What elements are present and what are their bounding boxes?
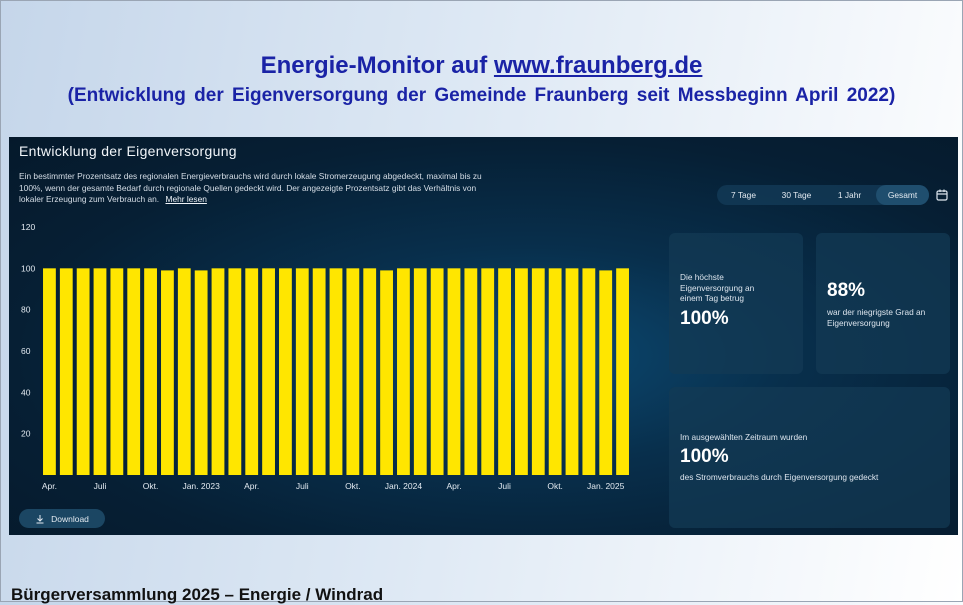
- bar[interactable]: [177, 268, 191, 475]
- x-tick-label: Juli: [94, 481, 107, 491]
- x-tick-label: Okt.: [547, 481, 563, 491]
- x-tick-label: Jan. 2024: [385, 481, 423, 491]
- bar[interactable]: [481, 268, 495, 475]
- bar[interactable]: [363, 268, 377, 475]
- download-button[interactable]: Download: [19, 509, 105, 528]
- x-tick-label: Okt.: [143, 481, 159, 491]
- range-7-days[interactable]: 7 Tage: [731, 190, 756, 200]
- y-tick-label: 60: [21, 346, 31, 356]
- range-30-days[interactable]: 30 Tage: [781, 190, 812, 200]
- bar[interactable]: [346, 268, 360, 475]
- bar[interactable]: [144, 268, 157, 475]
- bar[interactable]: [279, 268, 292, 475]
- time-range-selector: 7 Tage 30 Tage 1 Jahr Gesamt: [717, 185, 929, 205]
- period-label-bottom: des Stromverbrauchs durch Eigenversorgun…: [680, 472, 879, 482]
- x-tick-label: Apr.: [42, 481, 57, 491]
- bar[interactable]: [464, 268, 478, 475]
- bar[interactable]: [380, 270, 393, 475]
- y-tick-label: 80: [21, 305, 31, 315]
- slide-footer: Bürgerversammlung 2025 – Energie / Windr…: [11, 585, 384, 604]
- period-value: 100%: [680, 446, 729, 467]
- bar[interactable]: [430, 268, 444, 475]
- energy-dashboard: Entwicklung der Eigenversorgung Ein best…: [9, 137, 958, 535]
- fraunberg-link[interactable]: www.fraunberg.de: [493, 52, 703, 79]
- bar[interactable]: [262, 268, 275, 475]
- range-total[interactable]: Gesamt: [876, 185, 929, 205]
- bar[interactable]: [582, 268, 596, 475]
- bar[interactable]: [245, 268, 259, 475]
- bar[interactable]: [447, 268, 461, 475]
- bar[interactable]: [397, 268, 410, 475]
- bar[interactable]: [59, 268, 73, 475]
- bar[interactable]: [43, 268, 56, 475]
- bar[interactable]: [515, 268, 528, 475]
- x-tick-label: Jan. 2023: [182, 481, 220, 491]
- bar[interactable]: [548, 268, 562, 475]
- self-supply-bar-chart: 20 40 60 80 100 120 Apr. Juli Okt. Jan. 2023 Apr. J…: [21, 222, 629, 491]
- min-grade-value: 88%: [827, 280, 866, 301]
- dashboard-title: Entwicklung der Eigenversorgung: [19, 143, 237, 159]
- x-tick-label: Apr.: [244, 481, 259, 491]
- slide-subtitle: (Entwicklung der Eigenversorgung der Gem…: [67, 85, 896, 106]
- x-tick-label: Apr.: [446, 481, 461, 491]
- y-tick-label: 120: [21, 222, 35, 232]
- bar[interactable]: [498, 268, 511, 475]
- read-more-link[interactable]: Mehr lesen: [165, 194, 207, 204]
- bar[interactable]: [312, 268, 326, 475]
- bar[interactable]: [93, 268, 107, 475]
- bar[interactable]: [329, 268, 343, 475]
- max-day-value: 100%: [680, 308, 729, 329]
- slide-title: Energie-Monitor auf www.fraunberg.de: [0, 52, 963, 80]
- x-tick-label: Jan. 2025: [587, 481, 625, 491]
- description-text: Ein bestimmter Prozentsatz des regionale…: [19, 171, 482, 204]
- bar[interactable]: [616, 268, 629, 475]
- bar[interactable]: [110, 268, 124, 475]
- x-tick-label: Juli: [296, 481, 309, 491]
- x-tick-label: Okt.: [345, 481, 361, 491]
- max-day-label: Die höchste Eigenversorgung an einem Tag…: [680, 272, 755, 303]
- min-grade-card: 88% war der niegrigste Grad an Eigenvers…: [816, 233, 950, 374]
- y-tick-label: 100: [21, 263, 35, 273]
- bar[interactable]: [228, 268, 242, 475]
- download-icon: [36, 514, 44, 523]
- bar[interactable]: [295, 268, 309, 475]
- bar[interactable]: [599, 270, 613, 475]
- range-1-year[interactable]: 1 Jahr: [837, 190, 862, 200]
- bar[interactable]: [413, 268, 427, 475]
- calendar-icon[interactable]: [936, 189, 948, 201]
- period-label-top: Im ausgewählten Zeitraum wurden: [680, 432, 808, 442]
- bar[interactable]: [76, 268, 90, 475]
- min-grade-label: war der niegrigste Grad an Eigenversorgu…: [827, 307, 926, 328]
- max-day-card: Die höchste Eigenversorgung an einem Tag…: [669, 233, 803, 374]
- bar[interactable]: [161, 270, 174, 475]
- x-tick-label: Juli: [498, 481, 511, 491]
- bar[interactable]: [127, 268, 141, 475]
- dashboard-description: Ein bestimmter Prozentsatz des regionale…: [19, 171, 489, 206]
- y-tick-label: 20: [21, 429, 31, 439]
- download-label: Download: [51, 513, 89, 524]
- bar[interactable]: [531, 268, 545, 475]
- bar[interactable]: [194, 270, 208, 475]
- slide-title-prefix: Energie-Monitor auf: [260, 52, 494, 79]
- bar[interactable]: [211, 268, 225, 475]
- y-tick-label: 40: [21, 387, 31, 397]
- bar[interactable]: [565, 268, 579, 475]
- period-summary-card: Im ausgewählten Zeitraum wurden 100% des…: [669, 387, 950, 528]
